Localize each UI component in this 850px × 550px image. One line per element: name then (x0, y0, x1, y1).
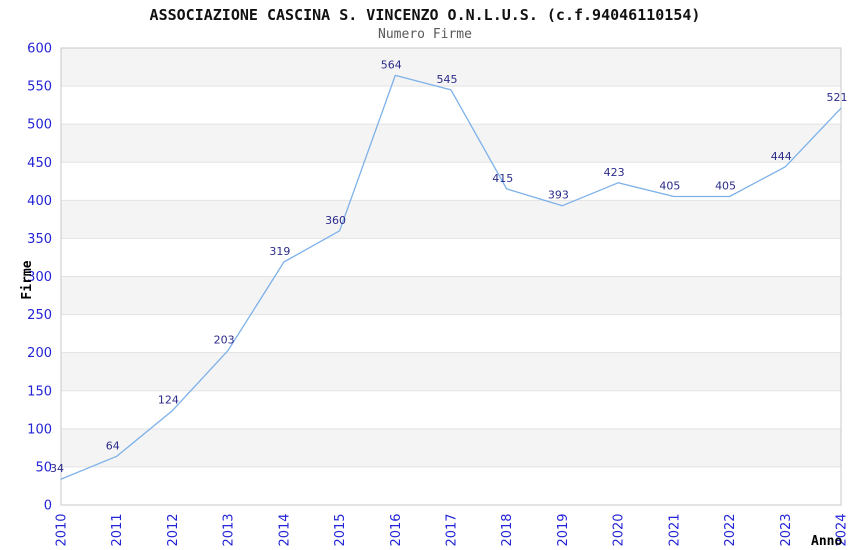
data-point-label: 64 (106, 439, 120, 452)
chart-subtitle: Numero Firme (378, 27, 472, 42)
y-tick-label: 500 (27, 118, 52, 133)
y-tick-label: 350 (27, 232, 52, 247)
band (61, 352, 841, 391)
x-tick-label: 2021 (667, 513, 682, 546)
x-tick-label: 2019 (556, 513, 571, 546)
x-tick-label: 2011 (110, 513, 125, 546)
data-point-label: 405 (715, 180, 736, 193)
band (61, 428, 841, 467)
data-point-label: 393 (548, 189, 569, 202)
y-tick-label: 600 (27, 42, 52, 57)
x-tick-label: 2018 (500, 513, 515, 546)
y-tick-label: 450 (27, 156, 52, 171)
data-point-label: 360 (325, 214, 346, 227)
x-tick-label: 2012 (166, 513, 181, 546)
data-point-label: 319 (269, 245, 290, 258)
y-tick-label: 200 (27, 346, 52, 361)
band (61, 48, 841, 87)
data-point-label: 521 (827, 91, 848, 104)
y-tick-label: 400 (27, 194, 52, 209)
x-tick-label: 2022 (723, 513, 738, 546)
plot-dynamic-layer: 0 50 100 150 200 250 300 350 400 450 500 550 600 2010… (27, 42, 849, 547)
x-tick-label: 2024 (835, 513, 850, 546)
x-tick-label: 2013 (222, 513, 237, 546)
x-tick-label: 2014 (277, 513, 292, 546)
data-point-label: 124 (158, 394, 179, 407)
x-tick-label: 2010 (55, 513, 70, 546)
data-point-label: 564 (381, 58, 402, 71)
x-axis-label: Anno (811, 534, 842, 549)
series-line (60, 74, 842, 480)
data-point-label: 423 (604, 166, 625, 179)
data-point-label: 415 (492, 172, 513, 185)
y-tick-label: 550 (27, 80, 52, 95)
x-tick-label: 2016 (389, 513, 404, 546)
plot-border (60, 47, 842, 506)
band (61, 200, 841, 239)
band (61, 276, 841, 315)
y-tick-label: 250 (27, 308, 52, 323)
data-point-label: 34 (50, 462, 64, 475)
band (61, 124, 841, 163)
x-tick-label: 2015 (333, 513, 348, 546)
data-point-label: 545 (437, 73, 458, 86)
y-tick-label: 0 (44, 499, 52, 514)
x-tick-label: 2017 (445, 513, 460, 546)
x-tick-label: 2023 (779, 513, 794, 546)
y-tick-label: 50 (35, 460, 52, 475)
y-tick-label: 150 (27, 384, 52, 399)
data-point-label: 405 (659, 180, 680, 193)
y-axis-label: Firme (20, 260, 35, 299)
y-tick-label: 300 (27, 270, 52, 285)
y-tick-label: 100 (27, 422, 52, 437)
data-point-label: 444 (771, 150, 792, 163)
chart-title: ASSOCIAZIONE CASCINA S. VINCENZO O.N.L.U… (149, 6, 701, 24)
data-point-label: 203 (214, 333, 235, 346)
x-tick-label: 2020 (612, 513, 627, 546)
